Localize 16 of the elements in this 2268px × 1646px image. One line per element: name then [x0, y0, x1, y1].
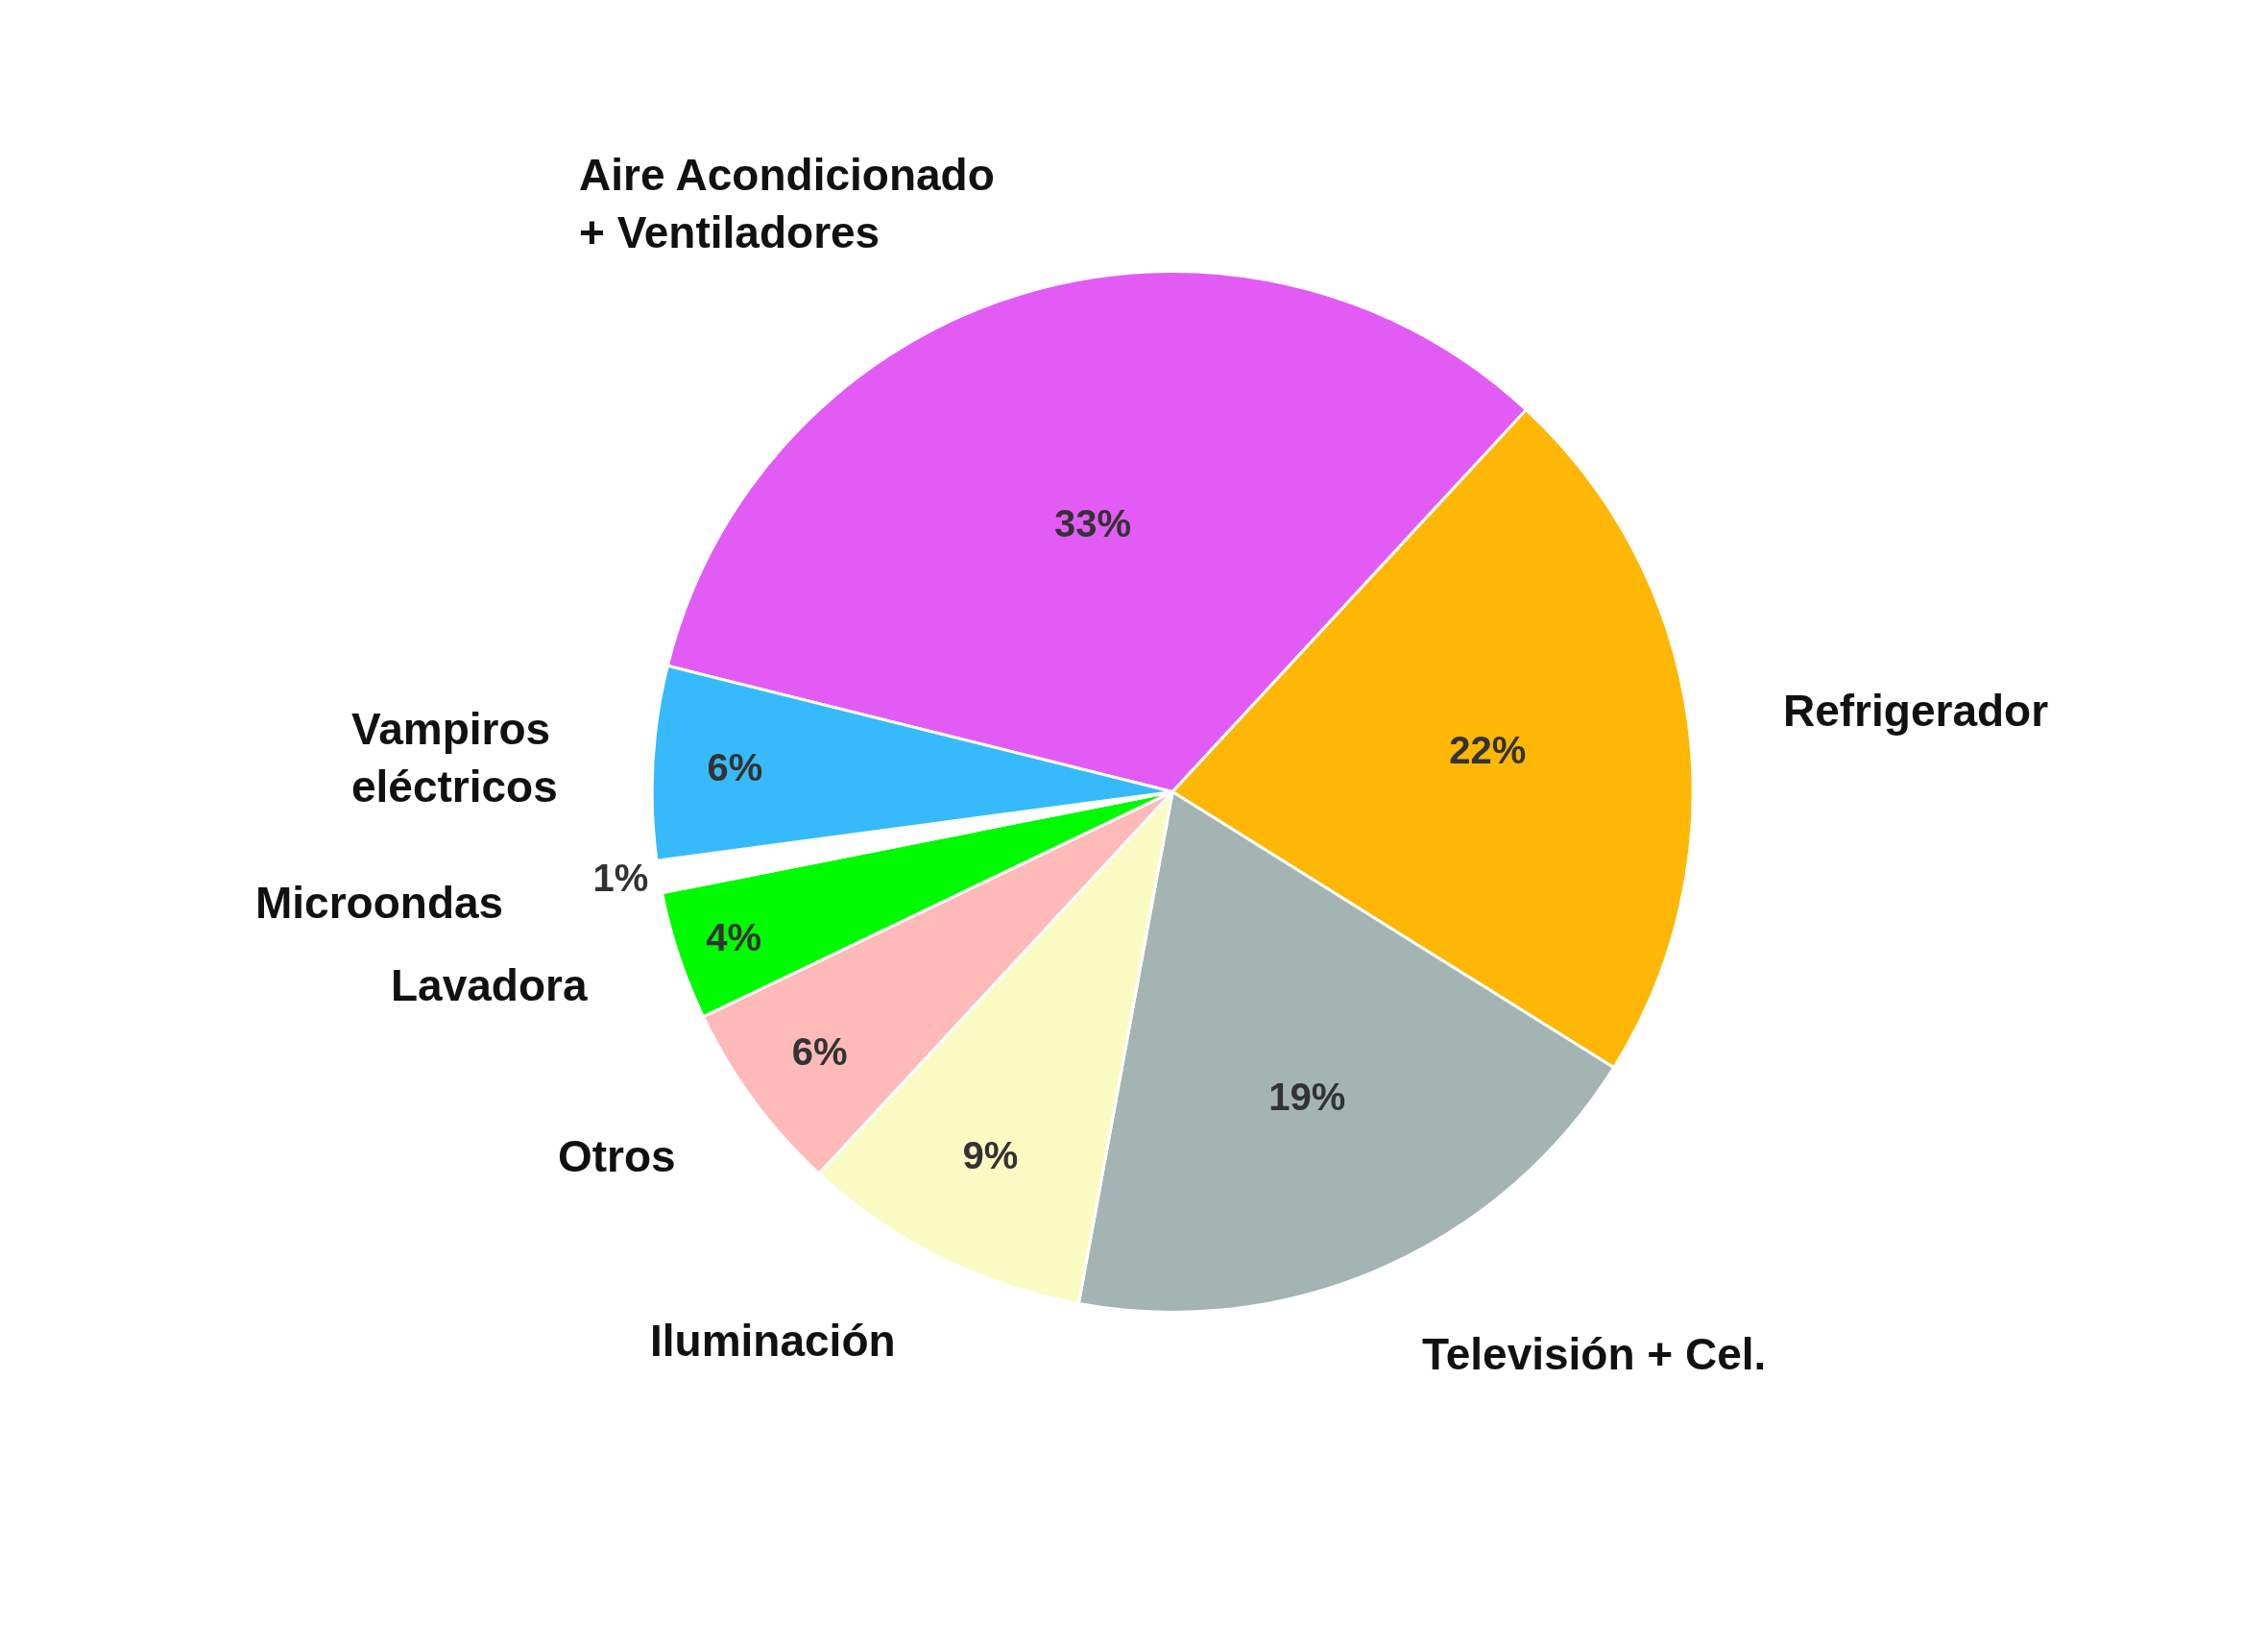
slice-label: Televisión + Cel. — [1422, 1329, 1767, 1379]
slice-label: Microondas — [255, 878, 504, 928]
slice-label: Vampiros eléctricos — [351, 704, 558, 811]
slice-label: Otros — [558, 1131, 676, 1181]
data-label: 4% — [706, 916, 762, 959]
slice-label: Iluminación — [650, 1316, 896, 1366]
data-label: 22% — [1449, 728, 1527, 771]
slice-label: Aire Acondicionado + Ventiladores — [579, 150, 995, 257]
data-label: 1% — [592, 856, 649, 899]
data-label: 19% — [1268, 1075, 1346, 1118]
data-label: 6% — [707, 745, 763, 788]
data-label: 9% — [962, 1134, 1019, 1177]
slice-label: Lavadora — [391, 960, 588, 1010]
data-label: 6% — [791, 1030, 848, 1074]
slice-label: Refrigerador — [1783, 686, 2049, 736]
data-label: 33% — [1053, 502, 1131, 545]
